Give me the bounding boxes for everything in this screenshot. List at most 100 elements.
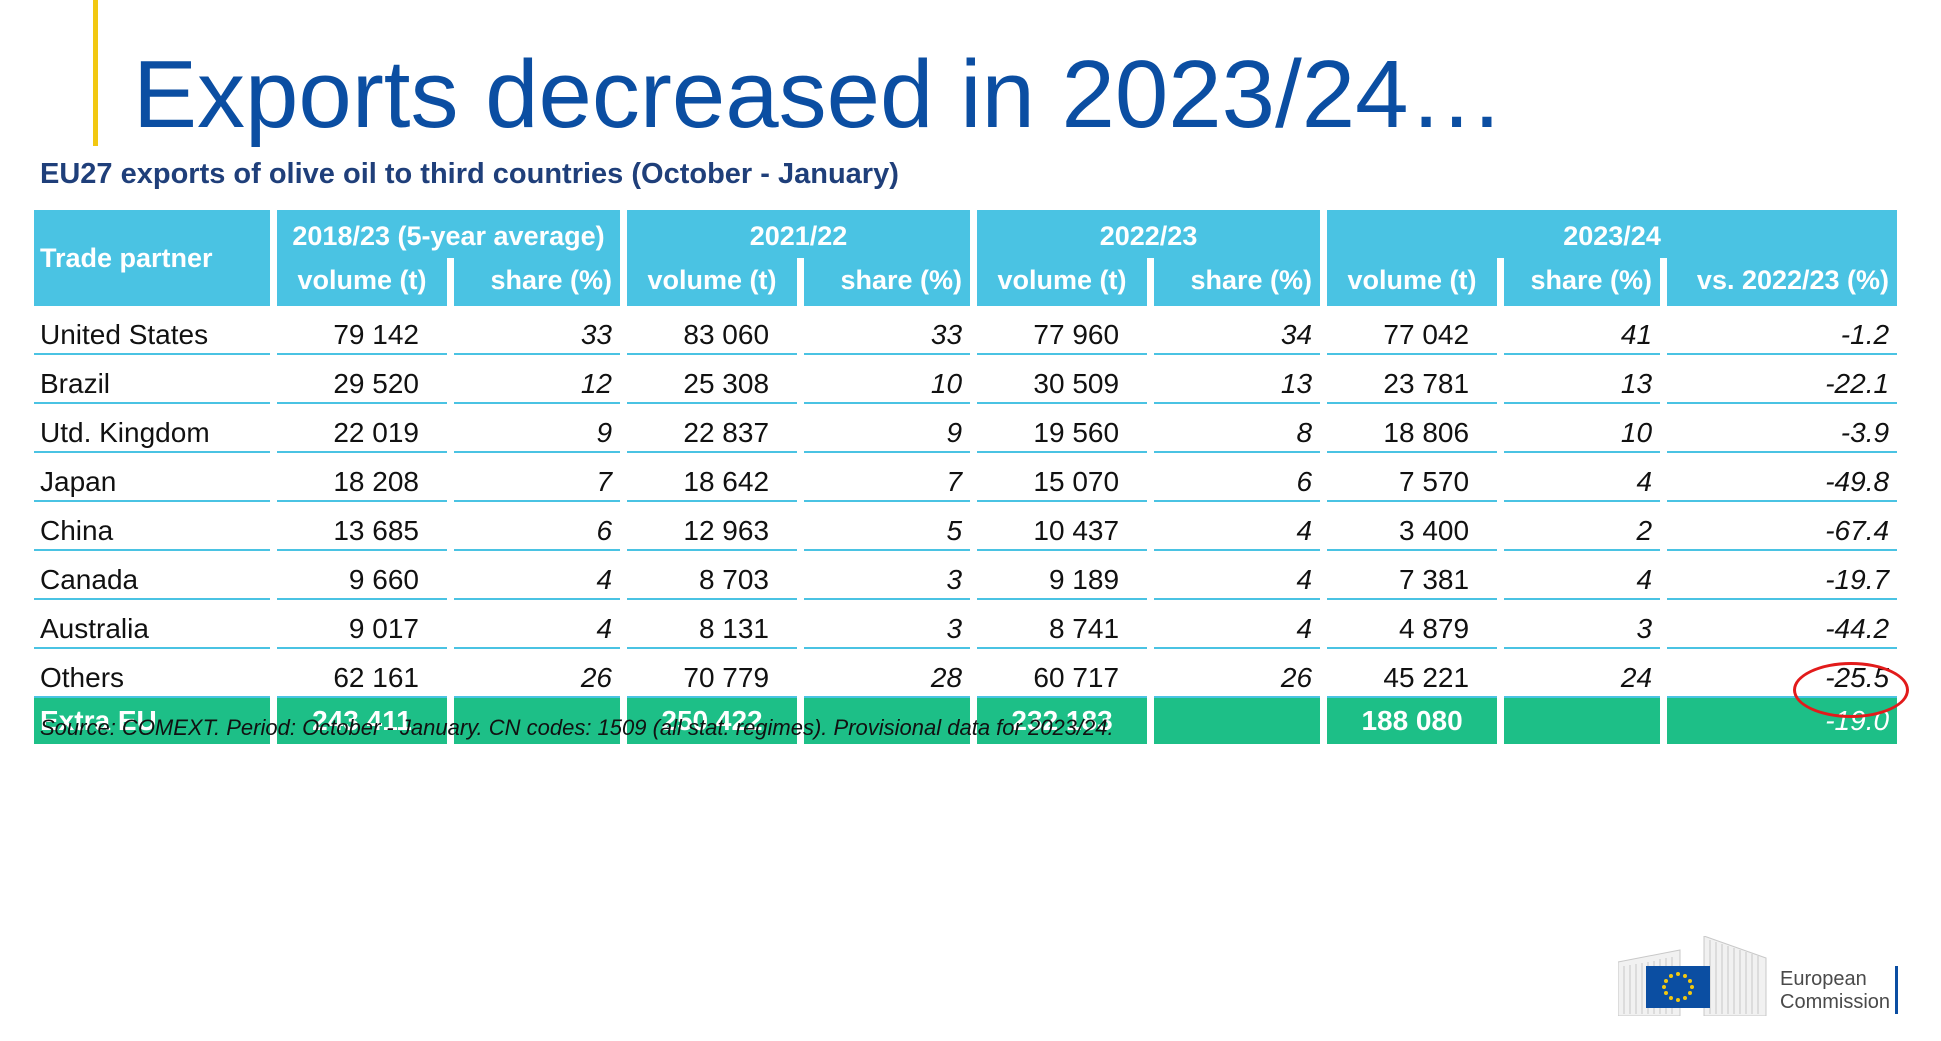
share-cell: 33: [804, 306, 971, 355]
total-row: Extra EU 243 411 250 422 232 183 188 080…: [34, 698, 1898, 744]
partner-name: United States: [34, 306, 270, 355]
share-cell: 34: [1154, 306, 1321, 355]
volume-cell: 10 437: [977, 502, 1148, 551]
total-share-cell: [1154, 698, 1321, 744]
total-label: Extra EU: [34, 698, 270, 744]
table-row: United States 79 142 33 83 060 33 77 960…: [34, 306, 1898, 355]
share-cell: 26: [454, 649, 621, 698]
col-header-volume: volume (t): [1327, 258, 1498, 306]
volume-cell: 77 042: [1327, 306, 1498, 355]
total-volume-cell: 250 422: [627, 698, 798, 744]
share-cell: 33: [454, 306, 621, 355]
volume-cell: 7 381: [1327, 551, 1498, 600]
share-cell: 6: [1154, 453, 1321, 502]
highlight-circle: [1793, 662, 1909, 718]
logo-line-1: European: [1780, 968, 1867, 990]
volume-cell: 15 070: [977, 453, 1148, 502]
total-volume-cell: 232 183: [977, 698, 1148, 744]
col-header-share: share (%): [1504, 258, 1661, 306]
partner-name: Japan: [34, 453, 270, 502]
share-cell: 9: [804, 404, 971, 453]
change-cell: -49.8: [1667, 453, 1898, 502]
group-header-2021-22: 2021/22: [627, 210, 971, 258]
partner-name: Australia: [34, 600, 270, 649]
volume-cell: 30 509: [977, 355, 1148, 404]
group-header-2018-23: 2018/23 (5-year average): [277, 210, 621, 258]
volume-cell: 22 837: [627, 404, 798, 453]
col-header-share: share (%): [454, 258, 621, 306]
change-cell: -22.1: [1667, 355, 1898, 404]
share-cell: 5: [804, 502, 971, 551]
share-cell: 24: [1504, 649, 1661, 698]
share-cell: 41: [1504, 306, 1661, 355]
partner-name: Others: [34, 649, 270, 698]
share-cell: 13: [1154, 355, 1321, 404]
table-row: Japan 18 208 7 18 642 7 15 070 6 7 570 4…: [34, 453, 1898, 502]
col-header-volume: volume (t): [277, 258, 447, 306]
page-title: Exports decreased in 2023/24…: [133, 41, 1505, 148]
col-header-share: share (%): [804, 258, 971, 306]
share-cell: 10: [1504, 404, 1661, 453]
logo-divider: [1895, 966, 1898, 1014]
total-share-cell: [1504, 698, 1661, 744]
share-cell: 10: [804, 355, 971, 404]
group-header-2022-23: 2022/23: [977, 210, 1321, 258]
volume-cell: 3 400: [1327, 502, 1498, 551]
volume-cell: 9 660: [277, 551, 447, 600]
volume-cell: 4 879: [1327, 600, 1498, 649]
col-header-volume: volume (t): [627, 258, 798, 306]
table-row: Canada 9 660 4 8 703 3 9 189 4 7 381 4 -…: [34, 551, 1898, 600]
total-volume-cell: 243 411: [277, 698, 447, 744]
col-header-share: share (%): [1154, 258, 1321, 306]
partner-name: Canada: [34, 551, 270, 600]
share-cell: 26: [1154, 649, 1321, 698]
share-cell: 4: [1154, 551, 1321, 600]
change-cell: -44.2: [1667, 600, 1898, 649]
share-cell: 3: [804, 600, 971, 649]
volume-cell: 13 685: [277, 502, 447, 551]
volume-cell: 29 520: [277, 355, 447, 404]
total-share-cell: [454, 698, 621, 744]
table-row: Brazil 29 520 12 25 308 10 30 509 13 23 …: [34, 355, 1898, 404]
volume-cell: 60 717: [977, 649, 1148, 698]
volume-cell: 18 642: [627, 453, 798, 502]
total-share-cell: [804, 698, 971, 744]
volume-cell: 22 019: [277, 404, 447, 453]
group-header-2023-24: 2023/24: [1327, 210, 1898, 258]
share-cell: 4: [1504, 453, 1661, 502]
share-cell: 4: [454, 551, 621, 600]
eu-commission-label: European Commission: [1780, 968, 1890, 1014]
volume-cell: 7 570: [1327, 453, 1498, 502]
volume-cell: 25 308: [627, 355, 798, 404]
volume-cell: 23 781: [1327, 355, 1498, 404]
accent-bar: [93, 0, 98, 146]
volume-cell: 12 963: [627, 502, 798, 551]
table-row: Others 62 161 26 70 779 28 60 717 26 45 …: [34, 649, 1898, 698]
volume-cell: 79 142: [277, 306, 447, 355]
eu-commission-logo: [1618, 936, 1767, 1016]
volume-cell: 8 131: [627, 600, 798, 649]
exports-table: Trade partner 2018/23 (5-year average) 2…: [27, 210, 1904, 744]
total-volume-cell: 188 080: [1327, 698, 1498, 744]
share-cell: 3: [1504, 600, 1661, 649]
share-cell: 4: [454, 600, 621, 649]
share-cell: 12: [454, 355, 621, 404]
volume-cell: 18 806: [1327, 404, 1498, 453]
share-cell: 2: [1504, 502, 1661, 551]
volume-cell: 70 779: [627, 649, 798, 698]
exports-table-container: Trade partner 2018/23 (5-year average) 2…: [34, 210, 1898, 744]
share-cell: 28: [804, 649, 971, 698]
partner-name: Utd. Kingdom: [34, 404, 270, 453]
logo-line-2: Commission: [1780, 991, 1891, 1013]
share-cell: 4: [1154, 502, 1321, 551]
share-cell: 4: [1154, 600, 1321, 649]
eu-stars-icon: [1662, 972, 1694, 1002]
share-cell: 7: [454, 453, 621, 502]
source-note: Source: COMEXT. Period: October - Januar…: [40, 715, 1114, 740]
table-row: Australia 9 017 4 8 131 3 8 741 4 4 879 …: [34, 600, 1898, 649]
volume-cell: 8 703: [627, 551, 798, 600]
share-cell: 4: [1504, 551, 1661, 600]
col-header-volume: volume (t): [977, 258, 1148, 306]
table-row: Utd. Kingdom 22 019 9 22 837 9 19 560 8 …: [34, 404, 1898, 453]
volume-cell: 9 017: [277, 600, 447, 649]
